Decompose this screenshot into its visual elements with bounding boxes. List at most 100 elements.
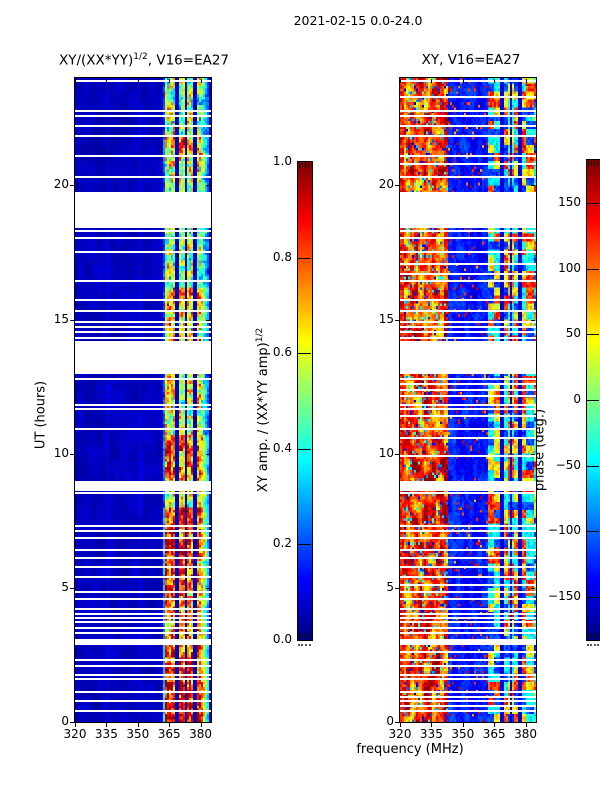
data-gap-row <box>400 696 536 699</box>
x-tick-label: 320 <box>388 727 412 741</box>
data-gap-block <box>400 340 536 375</box>
data-gap-row <box>75 700 211 703</box>
x-tick-mark <box>431 723 433 727</box>
data-gap-row <box>400 608 536 611</box>
y-tick-label: 5 <box>386 579 394 594</box>
data-gap-row <box>400 331 536 334</box>
data-gap-row <box>400 530 536 533</box>
data-gap-block <box>75 638 211 645</box>
colorbar-underflow-dots <box>587 644 599 646</box>
data-gap-row <box>400 709 536 712</box>
data-gap-row <box>75 621 211 624</box>
data-gap-row <box>400 626 536 629</box>
data-gap-row <box>75 125 211 128</box>
y-tick-mark-right <box>531 319 535 321</box>
data-gap-row <box>75 597 211 600</box>
data-gap-row <box>400 705 536 708</box>
colorbar-end-hatch <box>305 633 306 638</box>
x-tick-mark <box>75 723 76 727</box>
data-gap-block <box>75 481 211 491</box>
data-gap-row <box>400 691 536 694</box>
colorbar-tick-label: −50 <box>555 457 581 472</box>
colorbar-tick-line <box>587 465 599 467</box>
colorbar-tick-line <box>298 448 311 450</box>
data-gap-row <box>75 336 211 339</box>
data-gap-row <box>400 415 536 418</box>
x-tick-mark <box>400 723 401 727</box>
x-tick-mark <box>137 723 139 727</box>
data-gap-row <box>75 664 211 667</box>
data-gap-row <box>400 621 536 624</box>
data-gap-row <box>400 95 536 98</box>
data-gap-row <box>400 548 536 551</box>
data-gap-row <box>400 263 536 266</box>
y-tick-label: 20 <box>53 177 69 192</box>
y-tick-mark <box>395 587 399 589</box>
colorbar-end-hatch <box>591 633 592 638</box>
data-gap-row <box>75 154 211 157</box>
amplitude-colorbar-canvas <box>298 162 312 640</box>
data-gap-row <box>75 378 211 381</box>
data-gap-row <box>400 492 536 495</box>
y-tick-label: 0 <box>61 714 69 728</box>
data-gap-row <box>75 590 211 593</box>
y-tick-label: 15 <box>378 311 394 326</box>
data-gap-row <box>400 162 536 165</box>
data-gap-row <box>400 125 536 128</box>
data-gap-row <box>75 299 211 302</box>
data-gap-row <box>400 566 536 569</box>
data-gap-block <box>400 481 536 491</box>
x-tick-mark-top <box>400 79 401 83</box>
y-tick-mark-right <box>531 587 535 589</box>
amplitude-colorbar-label-text: XY amp. / (XX*YY amp) <box>256 342 272 493</box>
y-tick-label: 20 <box>378 177 394 192</box>
data-gap-block <box>400 192 536 229</box>
colorbar-tick-label: −100 <box>548 523 581 538</box>
colorbar-tick-line <box>587 268 599 270</box>
y-tick-mark <box>395 453 399 455</box>
colorbar-tick-line <box>298 353 311 355</box>
data-gap-block <box>400 638 536 645</box>
data-gap-row <box>75 557 211 560</box>
colorbar-end-hatch <box>302 163 303 168</box>
x-tick-label: 380 <box>189 727 212 741</box>
colorbar-end-hatch <box>302 633 303 638</box>
data-gap-row <box>400 658 536 661</box>
data-gap-row <box>400 664 536 667</box>
data-gap-row <box>400 557 536 560</box>
data-gap-row <box>75 79 211 82</box>
data-gap-row <box>75 230 211 233</box>
data-gap-row <box>75 658 211 661</box>
y-tick-mark <box>395 722 399 723</box>
x-tick-mark <box>169 723 171 727</box>
phase-heatmap-panel <box>399 77 537 723</box>
x-tick-mark-top <box>525 79 527 83</box>
data-gap-row <box>75 616 211 619</box>
x-tick-mark <box>200 723 202 727</box>
data-gap-row <box>75 403 211 406</box>
colorbar-tick-label: 0.2 <box>272 536 292 551</box>
y-tick-label: 10 <box>378 445 394 460</box>
colorbar-tick-label: 0.8 <box>272 249 292 264</box>
data-gap-row <box>400 631 536 634</box>
data-gap-row <box>400 524 536 527</box>
left-panel-title-exponent: 1/2 <box>133 52 148 62</box>
data-gap-row <box>400 230 536 233</box>
y-tick-mark-right <box>206 453 210 455</box>
x-tick-label: 335 <box>419 727 443 741</box>
x-tick-mark-top <box>169 79 171 83</box>
colorbar-tick-label: 150 <box>558 195 581 210</box>
colorbar-end-hatch <box>308 163 309 168</box>
data-gap-row <box>75 709 211 712</box>
data-gap-row <box>400 403 536 406</box>
x-tick-mark <box>462 723 464 727</box>
data-gap-row <box>75 114 211 117</box>
colorbar-tick-line <box>298 257 311 259</box>
y-tick-mark-right <box>531 722 535 723</box>
amplitude-colorbar <box>297 161 313 641</box>
x-tick-label: 365 <box>157 727 181 741</box>
data-gap-row <box>75 530 211 533</box>
data-gap-row <box>75 236 211 239</box>
data-gap-row <box>400 612 536 615</box>
